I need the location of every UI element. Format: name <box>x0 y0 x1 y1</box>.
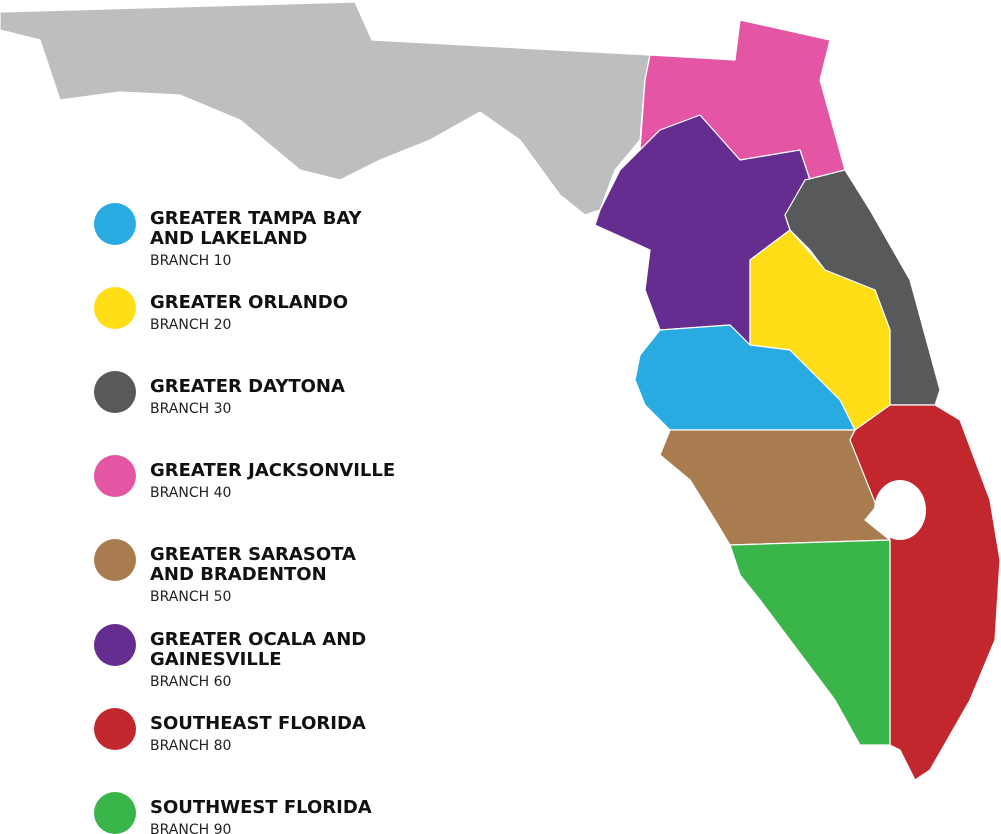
legend-name: GREATER JACKSONVILLE <box>150 460 395 481</box>
southwest-region <box>729 539 891 746</box>
legend-swatch <box>94 539 136 581</box>
legend-swatch <box>94 624 136 666</box>
legend-item: GREATER ORLANDO BRANCH 20 <box>94 287 348 333</box>
legend-branch: BRANCH 30 <box>150 401 231 417</box>
panhandle <box>0 1 651 216</box>
legend-name: GREATER ORLANDO <box>150 292 348 313</box>
legend-branch: BRANCH 10 <box>150 253 231 269</box>
legend-name: SOUTHEAST FLORIDA <box>150 713 366 734</box>
legend-name: GREATER DAYTONA <box>150 376 345 397</box>
legend-name: GREATER TAMPA BAY <box>150 208 363 229</box>
legend-branch: BRANCH 90 <box>150 822 231 834</box>
legend-branch: BRANCH 40 <box>150 485 231 501</box>
legend-name: AND BRADENTON <box>150 564 327 585</box>
legend-name: GREATER OCALA AND <box>150 629 366 650</box>
legend-item: GREATER DAYTONA BRANCH 30 <box>94 371 345 417</box>
legend-item: SOUTHEAST FLORIDA BRANCH 80 <box>94 708 366 754</box>
legend-swatch <box>94 455 136 497</box>
legend-name: AND LAKELAND <box>150 228 307 249</box>
lake-okeechobee <box>874 480 926 540</box>
legend-branch: BRANCH 50 <box>150 589 231 605</box>
legend-name: SOUTHWEST FLORIDA <box>150 797 372 818</box>
legend-name: GREATER SARASOTA <box>150 544 356 565</box>
legend-swatch <box>94 203 136 245</box>
legend-name: GAINESVILLE <box>150 649 282 670</box>
legend-swatch <box>94 371 136 413</box>
legend-branch: BRANCH 80 <box>150 738 231 754</box>
legend-branch: BRANCH 60 <box>150 674 231 690</box>
legend-item: GREATER JACKSONVILLE BRANCH 40 <box>94 455 395 501</box>
legend-item: SOUTHWEST FLORIDA BRANCH 90 <box>94 792 372 834</box>
legend-swatch <box>94 708 136 750</box>
legend-branch: BRANCH 20 <box>150 317 231 333</box>
legend-swatch <box>94 792 136 834</box>
legend-swatch <box>94 287 136 329</box>
